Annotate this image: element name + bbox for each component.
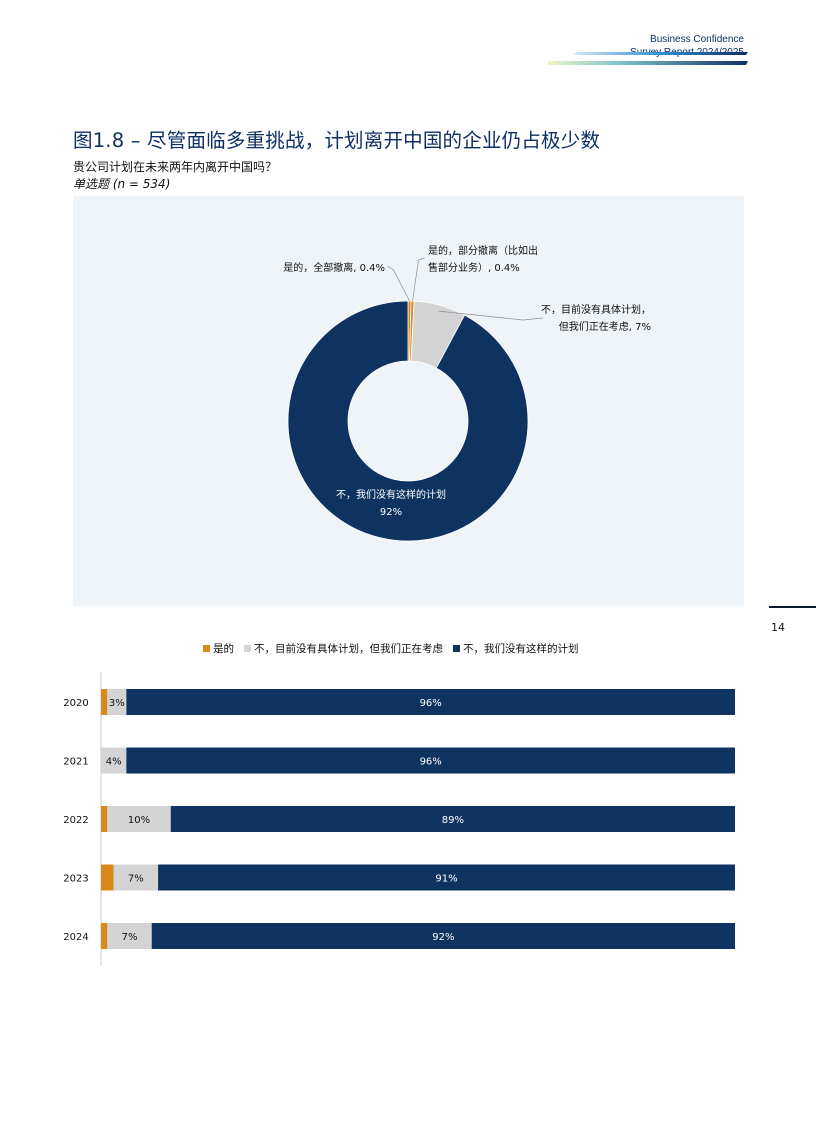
legend-label-1: 不，目前没有具体计划，但我们正在考虑	[254, 643, 443, 655]
legend-item-1: 不，目前没有具体计划，但我们正在考虑	[244, 641, 443, 656]
donut-slice-3	[287, 300, 529, 542]
bar-2022-series-0	[101, 806, 108, 832]
bar-label-2023-series-1: 7%	[128, 874, 144, 885]
category-label-2023: 2023	[63, 874, 88, 885]
bar-2024-series-2	[151, 923, 736, 949]
bar-label-2023-series-2: 91%	[435, 874, 457, 885]
bar-2021-series-2	[126, 747, 736, 774]
bar-2020-series-0	[101, 689, 108, 715]
legend-item-2: 不，我们没有这样的计划	[453, 641, 579, 656]
category-label-2020: 2020	[63, 698, 88, 709]
bar-2021-series-1	[101, 747, 127, 774]
donut-label-3: 不，我们没有这样的计划 92%	[336, 488, 446, 518]
legend-swatch-2	[453, 645, 460, 652]
bar-2023-series-2	[158, 864, 735, 891]
donut-label-2: 不，目前没有具体计划，但我们正在考虑, 7%	[541, 303, 651, 333]
category-label-2022: 2022	[63, 815, 88, 826]
bar-label-2024-series-2: 92%	[432, 932, 454, 943]
bar-2020-series-1	[107, 689, 127, 715]
bar-label-2021-series-1: 4%	[106, 757, 122, 768]
bar-2023-series-1	[113, 864, 159, 891]
bar-2023-series-0	[101, 864, 114, 891]
bar-2022-series-2	[170, 806, 736, 832]
donut-chart: 是的，全部撤离, 0.4% 是的，部分撤离（比如出售部分业务）, 0.4%不，目前…	[283, 244, 651, 542]
bar-2020-series-2	[126, 689, 736, 715]
bar-label-2022-series-1: 10%	[128, 815, 150, 826]
survey-question: 贵公司计划在未来两年内离开中国吗？	[73, 160, 278, 174]
header-gradient-bar	[548, 52, 748, 65]
bar-label-2021-series-2: 96%	[420, 757, 442, 768]
page-title: 图1.8 – 尽管面临多重挑战，计划离开中国的企业仍占极少数	[73, 129, 601, 152]
bar-2022-series-1	[107, 806, 171, 832]
donut-chart-panel: 是的，全部撤离, 0.4% 是的，部分撤离（比如出售部分业务）, 0.4% 不，目前…	[73, 196, 744, 606]
leader-line-2	[438, 310, 544, 321]
category-label-2024: 2024	[63, 932, 88, 943]
bar-label-2020-series-2: 96%	[420, 698, 442, 709]
donut-label-1: 是的，部分撤离（比如出售部分业务）, 0.4%	[428, 244, 538, 274]
bar-2024-series-0	[101, 923, 108, 949]
bar-label-2020-series-1: 3%	[109, 698, 125, 709]
legend-label-0: 是的	[213, 643, 234, 655]
leader-line-1	[412, 257, 425, 302]
legend-label-2: 不，我们没有这样的计划	[463, 643, 579, 655]
legend-swatch-1	[244, 645, 251, 652]
bar-label-2024-series-1: 7%	[122, 932, 138, 943]
bar-chart-legend: 是的 不，目前没有具体计划，但我们正在考虑 不，我们没有这样的计划	[203, 641, 589, 656]
legend-swatch-0	[203, 645, 210, 652]
legend-item-0: 是的	[203, 641, 234, 656]
bar-2024-series-1	[107, 923, 152, 949]
report-header-line1: Business Confidence	[650, 34, 744, 45]
bar-label-2022-series-2: 89%	[442, 815, 464, 826]
page-number-rule	[769, 606, 816, 608]
donut-label-0: 是的，全部撤离, 0.4%	[283, 261, 385, 274]
page-number: 14	[771, 621, 785, 634]
category-label-2021: 2021	[63, 757, 88, 768]
survey-note: 单选题 (n = 534)	[73, 177, 171, 191]
leader-line-0	[387, 265, 410, 302]
